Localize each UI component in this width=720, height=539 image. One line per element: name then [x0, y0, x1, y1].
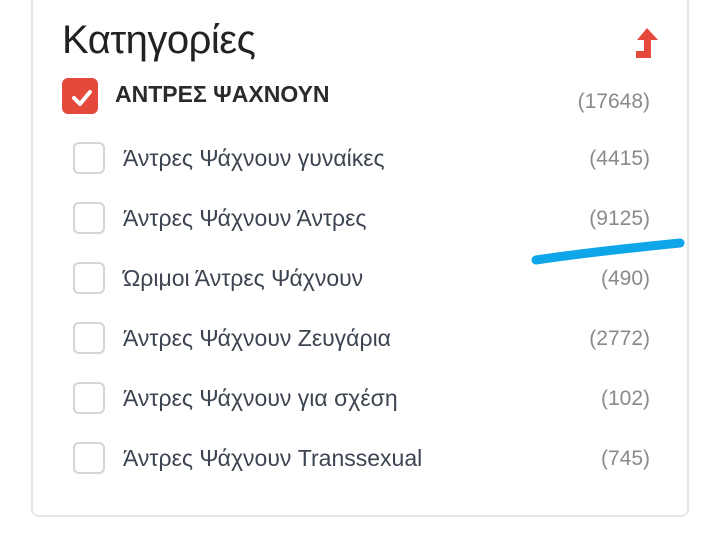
category-parent-row[interactable]: ΑΝΤΡΕΣ ΨΑΧΝΟΥΝ (17648): [0, 78, 720, 126]
checkmark-icon: [72, 90, 92, 106]
checkbox[interactable]: [73, 322, 105, 354]
category-label: Άντρες Ψάχνουν Ζευγάρια: [123, 325, 391, 351]
category-count: (17648): [577, 90, 650, 113]
category-label: Άντρες Ψάχνουν Transsexual: [123, 445, 423, 471]
checkbox[interactable]: [73, 382, 105, 414]
category-count: (4415): [589, 147, 650, 170]
panel-title: Κατηγορίες: [62, 18, 256, 62]
checkbox[interactable]: [73, 202, 105, 234]
category-row[interactable]: Άντρες Ψάχνουν Ζευγάρια (2772): [0, 316, 720, 360]
highlighter-stroke: [531, 238, 685, 265]
category-label: Άντρες Ψάχνουν Άντρες: [123, 205, 367, 231]
checkbox[interactable]: [73, 142, 105, 174]
category-count: (2772): [589, 327, 650, 350]
categories-panel: [31, 0, 689, 517]
category-label: Άντρες Ψάχνουν γυναίκες: [123, 145, 385, 171]
level-up-arrow-icon[interactable]: [632, 26, 662, 60]
category-count: (102): [600, 387, 650, 410]
category-row[interactable]: Άντρες Ψάχνουν γυναίκες (4415): [0, 136, 720, 180]
category-row[interactable]: Άντρες Ψάχνουν Άντρες (9125): [0, 196, 720, 240]
category-count: (490): [600, 267, 650, 290]
category-label: Ώριμοι Άντρες Ψάχνουν: [123, 265, 364, 291]
checkbox[interactable]: [73, 262, 105, 294]
category-label: ΑΝΤΡΕΣ ΨΑΧΝΟΥΝ: [115, 81, 330, 107]
category-row[interactable]: Άντρες Ψάχνουν Transsexual (745): [0, 436, 720, 480]
category-row[interactable]: Άντρες Ψάχνουν για σχέση (102): [0, 376, 720, 420]
category-label: Άντρες Ψάχνουν για σχέση: [123, 385, 398, 411]
checkbox[interactable]: [73, 442, 105, 474]
category-count: (9125): [589, 207, 650, 230]
category-row[interactable]: Ώριμοι Άντρες Ψάχνουν (490): [0, 256, 720, 300]
checkbox-checked[interactable]: [62, 78, 98, 114]
category-count: (745): [600, 447, 650, 470]
